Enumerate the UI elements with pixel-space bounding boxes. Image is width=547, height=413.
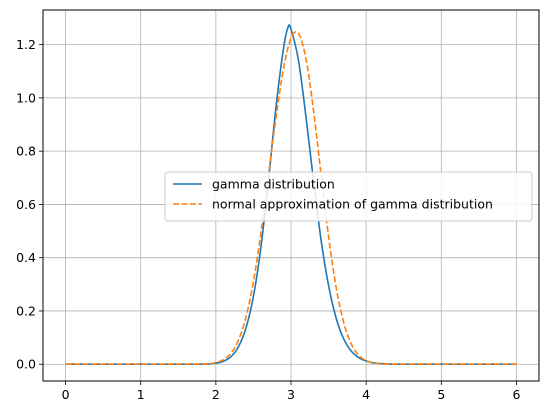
series-normal-line bbox=[65, 31, 517, 366]
x-tick-label: 3 bbox=[287, 387, 295, 402]
legend-label-normal: normal approximation of gamma distributi… bbox=[212, 197, 493, 212]
y-tick-label: 0.4 bbox=[16, 250, 36, 265]
x-tick-label: 5 bbox=[437, 387, 445, 402]
y-tick-label: 0.8 bbox=[16, 144, 36, 159]
legend-label-gamma: gamma distribution bbox=[212, 177, 335, 192]
series-layer bbox=[65, 24, 517, 366]
series-gamma-line bbox=[65, 24, 517, 366]
x-tick-label: 2 bbox=[212, 387, 220, 402]
y-tick-label: 1.2 bbox=[16, 37, 36, 52]
legend-box bbox=[164, 171, 533, 222]
y-tick-label: 1.0 bbox=[16, 90, 36, 105]
x-tick-label: 6 bbox=[512, 387, 520, 402]
axis-ticks: 0 1 2 3 4 5 6 0.0 0.2 0.4 0.6 0.8 1.0 1.2 bbox=[16, 37, 520, 402]
x-tick-label: 4 bbox=[362, 387, 370, 402]
x-tick-label: 0 bbox=[62, 387, 70, 402]
x-tick-label: 1 bbox=[137, 387, 145, 402]
legend: gamma distribution normal approximation … bbox=[164, 171, 533, 222]
y-tick-label: 0.6 bbox=[16, 197, 36, 212]
y-tick-label: 0.0 bbox=[16, 357, 36, 372]
y-tick-label: 0.2 bbox=[16, 303, 36, 318]
